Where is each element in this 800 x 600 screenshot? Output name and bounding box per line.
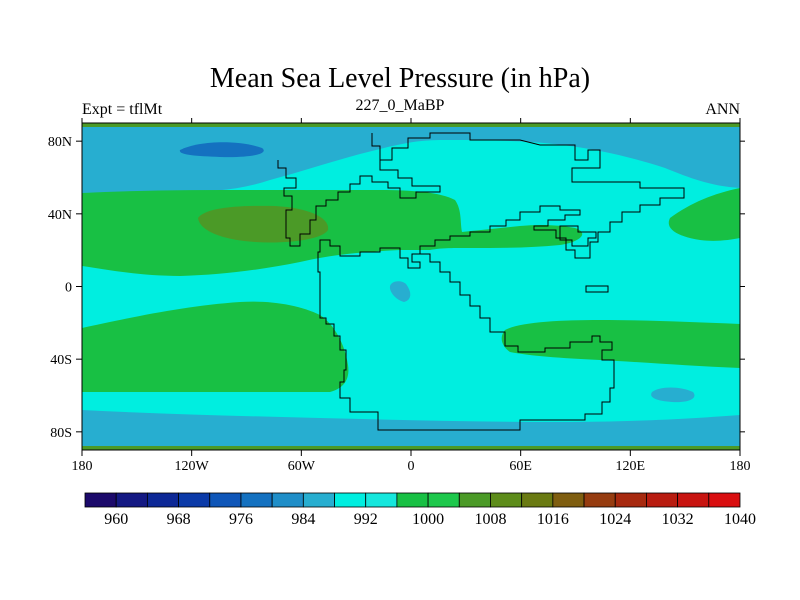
colorbar-swatch — [240, 492, 273, 508]
colorbar-swatch — [583, 492, 616, 508]
colorbar-swatch — [209, 492, 242, 508]
x-tick-label: 180 — [730, 459, 751, 474]
coastline-east-arm — [559, 225, 597, 247]
season-label: ANN — [705, 101, 740, 118]
coastline-pangaea — [317, 132, 685, 431]
colorbar-swatch — [84, 492, 117, 508]
field-subtropical-high-north-east — [668, 188, 740, 241]
field-subtropical-high-south — [82, 301, 349, 392]
colorbar-swatch — [427, 492, 460, 508]
axes: 180 120W 60W 0 60E 120E 180 80N 40N 0 40S 80S — [48, 118, 751, 474]
colorbar-swatch — [334, 492, 367, 508]
north-edge-strip — [82, 123, 740, 127]
colorbar: 960 968 976 984 992 1000 1008 1016 1024 1032 1040 — [84, 492, 756, 528]
field-polar-north — [82, 123, 740, 193]
colorbar-tick-label: 984 — [291, 511, 315, 528]
x-tick-label: 120E — [616, 459, 646, 474]
x-tick-label: 180 — [72, 459, 93, 474]
x-tick-label: 0 — [408, 459, 415, 474]
coastline-north-inlet — [277, 160, 441, 247]
y-tick-label: 40S — [50, 353, 72, 368]
colorbar-tick-label: 1000 — [412, 511, 444, 528]
coastlines — [277, 132, 685, 431]
colorbar-swatch — [614, 492, 647, 508]
colorbar-tick-label: 1032 — [662, 511, 694, 528]
colorbar-swatch — [521, 492, 554, 508]
y-tick-label: 80S — [50, 426, 72, 441]
x-tick-label: 120W — [175, 459, 210, 474]
colorbar-tick-label: 1016 — [537, 511, 569, 528]
x-tick-label: 60W — [288, 459, 316, 474]
colorbar-swatch — [458, 492, 491, 508]
colorbar-tick-label: 1040 — [724, 511, 756, 528]
colorbar-swatch — [178, 492, 211, 508]
coastline-tethys-island — [585, 285, 609, 293]
colorbar-swatch — [490, 492, 523, 508]
pressure-field — [82, 123, 740, 450]
field-east-low — [651, 387, 695, 403]
colorbar-swatch — [115, 492, 148, 508]
south-edge-strip — [82, 446, 740, 450]
y-tick-label: 0 — [65, 281, 72, 296]
field-subtropical-high-north — [82, 190, 583, 276]
colorbar-tick-label: 960 — [104, 511, 128, 528]
colorbar-swatch — [677, 492, 710, 508]
field-central-pacific-high — [198, 205, 329, 243]
y-tick-label: 80N — [48, 135, 72, 150]
experiment-label: Expt = tflMt — [82, 101, 163, 118]
period-label: 227_0_MaBP — [355, 97, 445, 114]
colorbar-tick-label: 1024 — [599, 511, 631, 528]
colorbar-swatch — [146, 492, 179, 508]
colorbar-swatch — [646, 492, 679, 508]
colorbar-swatch — [365, 492, 398, 508]
colorbar-swatch — [708, 492, 741, 508]
field-north-pacific-low — [179, 142, 264, 158]
y-tick-label: 40N — [48, 208, 72, 223]
colorbar-tick-label: 992 — [354, 511, 378, 528]
colorbar-swatch — [302, 492, 335, 508]
colorbar-swatch — [271, 492, 304, 508]
colorbar-tick-label: 1008 — [474, 511, 506, 528]
colorbar-swatch — [396, 492, 429, 508]
colorbar-tick-label: 968 — [167, 511, 191, 528]
field-tropical-low — [389, 281, 411, 302]
colorbar-swatch — [552, 492, 585, 508]
colorbar-tick-label: 976 — [229, 511, 253, 528]
chart-title: Mean Sea Level Pressure (in hPa) — [209, 63, 591, 94]
x-tick-label: 60E — [509, 459, 532, 474]
field-subtropical-high-south-east — [501, 320, 740, 368]
